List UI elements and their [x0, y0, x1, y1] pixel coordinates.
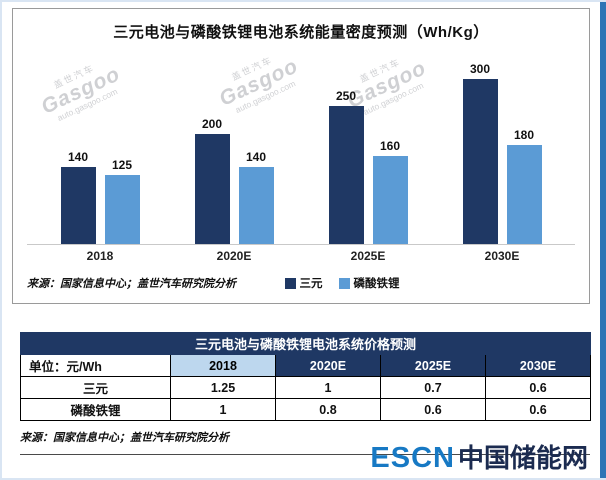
- escn-logo: ESCN 中国储能网: [370, 438, 588, 475]
- cell-value: 0.8: [275, 398, 381, 421]
- bar-value-label: 140: [67, 150, 89, 164]
- bar-value-label: 180: [513, 128, 535, 142]
- right-accent-bar: [600, 2, 606, 478]
- category-label: 2025E: [350, 249, 386, 263]
- bar-group: 250 160: [301, 89, 435, 244]
- table-row-ternary: 三元 1.25 1 0.7 0.6: [20, 376, 592, 399]
- bar-磷酸铁锂: [372, 156, 408, 244]
- row-label: 磷酸铁锂: [20, 398, 171, 421]
- legend-item: 三元: [284, 275, 323, 291]
- legend-swatch: [338, 277, 350, 289]
- bar-value-label: 125: [111, 158, 133, 172]
- chart-title: 三元电池与磷酸铁锂电池系统能量密度预测（Wh/Kg）: [113, 24, 489, 41]
- col-header-2020e: 2020E: [275, 354, 381, 377]
- category-label: 2018: [86, 249, 114, 263]
- escn-logo-latin: ESCN: [370, 442, 455, 474]
- category-axis: 2018 2020E 2025E 2030E: [27, 249, 575, 263]
- category-label: 2030E: [484, 249, 520, 263]
- bar-wrap: 140: [238, 150, 274, 244]
- bar-wrap: 125: [104, 158, 140, 244]
- bar-value-label: 200: [201, 117, 223, 131]
- plot-area: 140 125 200 140 250 160 300 180: [27, 50, 575, 245]
- chart-footer: 来源：国家信息中心；盖世汽车研究院分析 三元 磷酸铁锂: [27, 275, 575, 291]
- bar-wrap: 250: [328, 89, 364, 244]
- bar-value-label: 300: [469, 62, 491, 76]
- bar-value-label: 160: [379, 139, 401, 153]
- price-table: 三元电池与磷酸铁锂电池系统价格预测 单位：元/Wh 2018 2020E 202…: [19, 332, 592, 421]
- bar-group: 300 180: [435, 62, 569, 244]
- table-header-row: 单位：元/Wh 2018 2020E 2025E 2030E: [20, 354, 592, 377]
- row-label: 三元: [20, 376, 171, 399]
- bar-wrap: 300: [462, 62, 498, 244]
- bar-三元: [60, 167, 96, 244]
- bar-group: 140 125: [33, 150, 167, 244]
- bar-value-label: 140: [245, 150, 267, 164]
- cell-value: 0.6: [380, 398, 486, 421]
- col-header-2018: 2018: [170, 354, 276, 377]
- bar-group: 200 140: [167, 117, 301, 244]
- cell-value: 0.6: [484, 376, 592, 399]
- escn-logo-cn: 中国储能网: [457, 443, 588, 473]
- cell-value: 1.25: [170, 376, 276, 399]
- cell-value: 0.6: [484, 398, 592, 421]
- chart-source: 来源：国家信息中心；盖世汽车研究院分析: [27, 278, 236, 290]
- table-title-row: 三元电池与磷酸铁锂电池系统价格预测: [19, 332, 592, 355]
- legend-label: 三元: [299, 278, 323, 290]
- bar-磷酸铁锂: [104, 175, 140, 244]
- bar-三元: [194, 134, 230, 244]
- cell-value: 0.7: [380, 376, 486, 399]
- bar-三元: [462, 79, 498, 244]
- legend-item: 磷酸铁锂: [338, 275, 400, 291]
- table-row-lfp: 磷酸铁锂 1 0.8 0.6 0.6: [20, 398, 592, 421]
- legend-label: 磷酸铁锂: [353, 278, 400, 290]
- bar-磷酸铁锂: [238, 167, 274, 244]
- bar-磷酸铁锂: [506, 145, 542, 244]
- bar-三元: [328, 106, 364, 244]
- cell-value: 1: [170, 398, 276, 421]
- bar-wrap: 200: [194, 117, 230, 244]
- cell-value: 1: [275, 376, 381, 399]
- col-header-2030e: 2030E: [484, 354, 592, 377]
- energy-density-chart-panel: 三元电池与磷酸铁锂电池系统能量密度预测（Wh/Kg） 盖世汽车 Gasgoo a…: [12, 8, 590, 304]
- bar-wrap: 180: [506, 128, 542, 244]
- bar-wrap: 160: [372, 139, 408, 244]
- col-header-2025e: 2025E: [380, 354, 486, 377]
- legend-swatch: [284, 277, 296, 289]
- table-source: 来源：国家信息中心；盖世汽车研究院分析: [20, 429, 590, 455]
- table-title: 三元电池与磷酸铁锂电池系统价格预测: [19, 332, 592, 355]
- bar-wrap: 140: [60, 150, 96, 244]
- chart-legend: 三元 磷酸铁锂: [284, 275, 400, 291]
- unit-header-cell: 单位：元/Wh: [20, 354, 171, 377]
- bar-value-label: 250: [335, 89, 357, 103]
- category-label: 2020E: [216, 249, 252, 263]
